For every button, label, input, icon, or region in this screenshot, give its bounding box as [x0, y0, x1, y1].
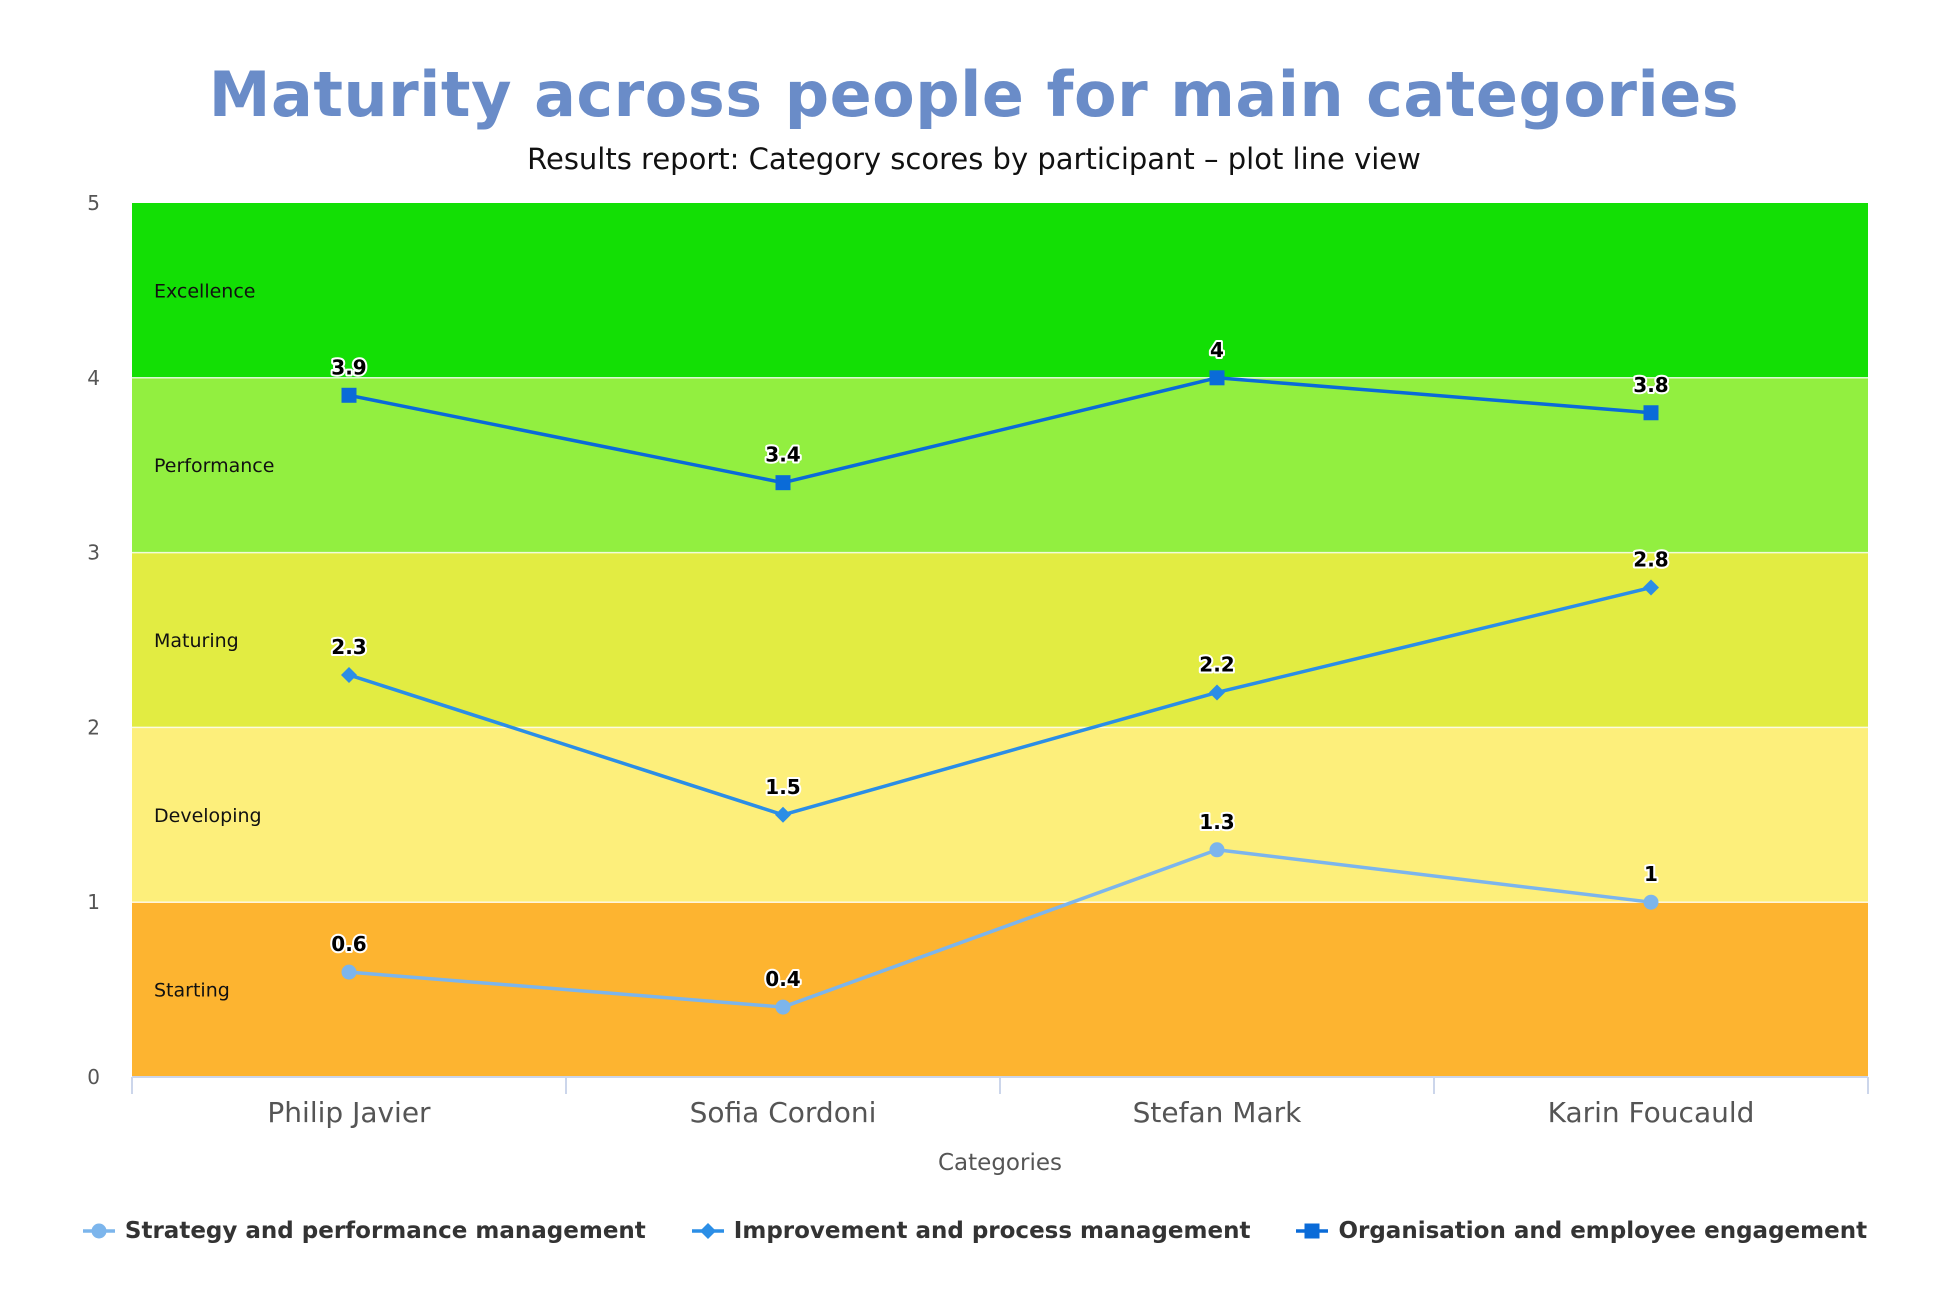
- band-maturing: [132, 552, 1868, 728]
- data-label: 3.4: [765, 443, 800, 467]
- data-point: [1209, 842, 1225, 858]
- data-label: 4: [1210, 338, 1224, 362]
- band-starting: [132, 902, 1868, 1077]
- legend-label: Improvement and process management: [733, 1218, 1251, 1244]
- legend-item[interactable]: Improvement and process management: [690, 1218, 1251, 1244]
- band-developing: [132, 727, 1868, 903]
- data-point: [1643, 579, 1659, 596]
- y-tick-label: 5: [87, 191, 100, 215]
- data-point: [1643, 894, 1659, 910]
- y-axis-ticks: 0 1 2 3 4 5: [87, 191, 100, 1089]
- data-label: 1: [1644, 862, 1658, 886]
- x-axis: Philip Javier Sofia Cordoni Stefan Mark Kar…: [131, 1076, 1869, 1129]
- legend-label: Strategy and performance management: [124, 1218, 646, 1244]
- data-point: [1643, 405, 1659, 421]
- series-line-3: [348, 376, 1652, 485]
- data-point: [341, 666, 357, 683]
- band-label-performance: Performance: [154, 455, 274, 477]
- data-label: 0.6: [331, 932, 366, 956]
- y-tick-label: 2: [87, 715, 100, 739]
- data-label: 2.8: [1633, 548, 1668, 572]
- data-label: 3.8: [1633, 373, 1668, 397]
- chart-title: Maturity across people for main categori…: [208, 58, 1740, 131]
- legend-label: Organisation and employee engagement: [1338, 1218, 1868, 1244]
- series-lines: [348, 376, 1652, 1009]
- maturity-bands: Starting Developing Maturing Performance Exc…: [132, 203, 1868, 1077]
- series-markers: [341, 370, 1659, 1015]
- legend-marker: [1304, 1223, 1320, 1239]
- band-label-excellence: Excellence: [154, 280, 255, 302]
- data-point: [775, 999, 791, 1015]
- chart-subtitle: Results report: Category scores by parti…: [527, 142, 1421, 176]
- x-tick-label: Karin Foucauld: [1548, 1096, 1755, 1129]
- data-label: 2.3: [331, 635, 366, 659]
- band-excellence: [132, 203, 1868, 378]
- data-point: [1209, 370, 1225, 386]
- data-label: 0.4: [765, 967, 800, 991]
- data-label: 1.5: [765, 775, 800, 799]
- y-tick-label: 0: [87, 1065, 100, 1089]
- data-label: 2.2: [1199, 652, 1234, 676]
- legend-symbol: [691, 1223, 724, 1239]
- x-tick-label: Philip Javier: [267, 1096, 431, 1129]
- legend-symbol: [82, 1223, 115, 1239]
- legend-marker: [699, 1223, 716, 1239]
- data-point: [341, 964, 357, 980]
- data-label: 3.9: [331, 355, 366, 379]
- band-label-starting: Starting: [154, 980, 230, 1002]
- x-tick-label: Stefan Mark: [1133, 1096, 1302, 1129]
- x-tick-label: Sofia Cordoni: [690, 1096, 877, 1129]
- data-point: [775, 806, 791, 823]
- legend-item[interactable]: Organisation and employee engagement: [1294, 1218, 1867, 1244]
- y-tick-label: 4: [87, 366, 100, 390]
- band-label-developing: Developing: [154, 805, 262, 827]
- series-line-2: [348, 585, 1652, 817]
- legend: Strategy and performance management Impro…: [0, 1218, 1948, 1244]
- data-point: [775, 475, 791, 491]
- y-tick-label: 3: [87, 541, 100, 565]
- legend-item[interactable]: Strategy and performance management: [81, 1218, 646, 1244]
- band-label-maturing: Maturing: [154, 630, 239, 652]
- data-point: [1209, 684, 1225, 701]
- legend-symbol: [1296, 1223, 1329, 1239]
- x-axis-title: Categories: [938, 1150, 1062, 1176]
- series-line-1: [348, 848, 1652, 1009]
- data-label: 1.3: [1199, 810, 1234, 834]
- data-labels: 0.6 0.4 1.3 1 2.3 1.5 2.2 2.8 3.9 3.4 4 3.8: [329, 336, 1670, 993]
- y-tick-label: 1: [87, 890, 100, 914]
- data-point: [341, 387, 357, 403]
- legend-marker: [91, 1223, 107, 1239]
